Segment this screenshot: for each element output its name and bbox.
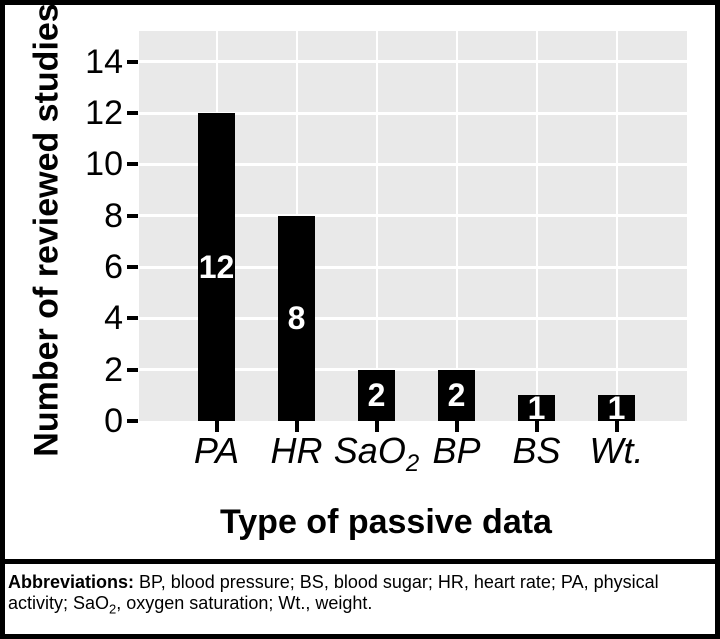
bar-value-label: 12 xyxy=(198,249,235,286)
y-axis-tick-label: 0 xyxy=(104,402,123,440)
bar-PA: 12 xyxy=(198,113,235,421)
bar-Wt.: 1 xyxy=(598,390,635,427)
x-axis-title: Type of passive data xyxy=(220,503,552,541)
abbreviations-text-segment: 2 xyxy=(109,601,117,617)
y-axis-tick-label: 14 xyxy=(85,42,123,81)
x-axis-tick xyxy=(534,421,539,432)
y-axis-tick-label: 6 xyxy=(104,248,123,287)
y-axis-tick-label: 4 xyxy=(104,299,123,338)
x-axis-tick-label: HR xyxy=(271,431,323,471)
bar-BS: 1 xyxy=(518,390,555,427)
x-axis-tick-label-subscript: 2 xyxy=(405,450,420,478)
gridline-horizontal xyxy=(139,316,687,320)
y-axis-tick xyxy=(127,213,138,218)
bar-HR: 8 xyxy=(278,215,315,421)
x-axis-tick xyxy=(294,421,299,432)
gridline-horizontal xyxy=(139,265,687,269)
gridline-vertical xyxy=(535,31,538,421)
x-axis-tick xyxy=(454,421,459,432)
x-axis-tick-label-text: SaO xyxy=(333,430,406,471)
y-axis-tick xyxy=(127,265,138,270)
gridline-horizontal xyxy=(139,111,687,115)
x-axis-tick-label: SaO2 xyxy=(334,431,419,484)
x-axis-tick-label-text: BS xyxy=(512,430,561,471)
x-axis-tick xyxy=(374,421,379,432)
bar-value-label: 1 xyxy=(607,390,626,427)
gridline-horizontal xyxy=(139,368,687,372)
y-axis-tick xyxy=(127,59,138,64)
x-axis-tick xyxy=(214,421,219,432)
y-axis-tick xyxy=(127,111,138,116)
y-axis-tick xyxy=(127,367,138,372)
x-axis-tick-label: Wt. xyxy=(590,431,644,471)
gridline-vertical xyxy=(455,31,458,421)
y-axis-tick xyxy=(127,316,138,321)
abbreviations-text-segment: Abbreviations: xyxy=(8,572,135,592)
x-axis-tick-label-text: HR xyxy=(270,430,323,471)
x-axis-tick xyxy=(614,421,619,432)
y-axis-tick-label: 12 xyxy=(85,94,123,133)
footer-divider xyxy=(0,559,720,564)
bar-value-label: 2 xyxy=(447,377,466,414)
y-axis-tick-label: 2 xyxy=(104,350,123,389)
x-axis-tick-label: PA xyxy=(194,431,239,471)
x-axis-tick-label: BS xyxy=(512,431,560,471)
y-axis-tick-label: 10 xyxy=(85,145,123,184)
x-axis-tick-label: BP xyxy=(432,431,480,471)
gridline-horizontal xyxy=(139,214,687,218)
bar-value-label: 1 xyxy=(527,390,546,427)
y-axis-tick xyxy=(127,419,138,423)
abbreviations-text-segment: , oxygen saturation; Wt., weight. xyxy=(116,593,373,613)
bar-BP: 2 xyxy=(438,369,475,421)
x-axis-tick-label-text: Wt. xyxy=(589,430,644,471)
abbreviations-text-segment: BP, blood pressure; BS, blood sugar; HR,… xyxy=(8,572,659,613)
bar-value-label: 8 xyxy=(287,300,306,337)
bar-value-label: 2 xyxy=(367,377,386,414)
gridline-vertical xyxy=(375,31,378,421)
plot-panel: 12 8 2 2 1 1 xyxy=(139,31,687,427)
y-axis-tick xyxy=(127,162,138,167)
y-axis-title: Number of reviewed studies xyxy=(27,3,66,457)
y-axis-tick-label: 8 xyxy=(104,196,123,235)
x-axis-tick-label-text: BP xyxy=(432,430,481,471)
gridline-horizontal xyxy=(139,162,687,166)
x-axis-tick-label-text: PA xyxy=(193,430,240,471)
gridline-horizontal xyxy=(139,60,687,64)
bar-SaO2: 2 xyxy=(358,369,395,421)
gridline-vertical xyxy=(615,31,618,421)
abbreviations-note: Abbreviations: BP, blood pressure; BS, b… xyxy=(8,572,706,617)
